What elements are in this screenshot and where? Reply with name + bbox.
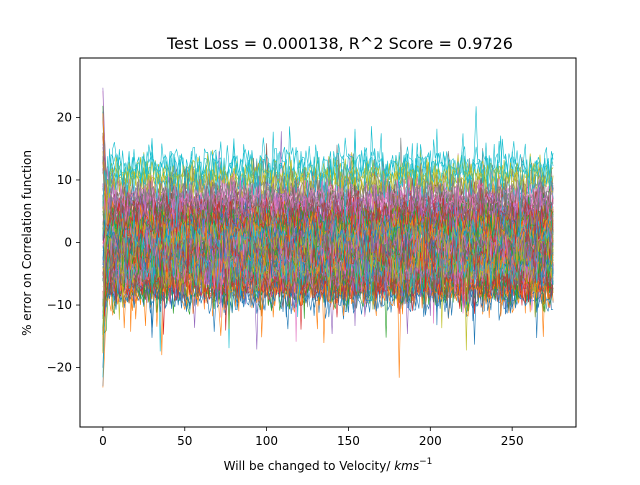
- y-axis-label: % error on Correlation function: [20, 150, 34, 336]
- series-line: [102, 139, 554, 317]
- x-axis-label: Will be changed to Velocity/ kms−1: [224, 457, 433, 473]
- series-line: [102, 174, 554, 299]
- x-axis: 0 50 100 150 200 250: [99, 427, 524, 448]
- x-tick-label: 50: [177, 434, 192, 448]
- x-tick-label: 200: [419, 434, 442, 448]
- x-axis-label-text: Will be changed to Velocity/: [224, 459, 395, 473]
- chart-title: Test Loss = 0.000138, R^2 Score = 0.9726: [166, 34, 513, 53]
- series-line: [102, 211, 554, 317]
- series-line: [102, 179, 554, 327]
- series-layer: [102, 87, 554, 388]
- x-tick-label: 0: [99, 434, 107, 448]
- x-axis-label-exponent: −1: [419, 457, 432, 467]
- y-tick-label: −20: [47, 361, 72, 375]
- x-tick-label: 250: [501, 434, 524, 448]
- y-axis: −20 −10 0 10 20: [47, 110, 80, 375]
- series-line: [102, 106, 554, 233]
- series-line: [102, 152, 554, 353]
- series-line: [102, 168, 554, 352]
- x-axis-label-unit: kms: [394, 459, 419, 473]
- y-tick-label: −10: [47, 298, 72, 312]
- y-tick-label: 0: [64, 236, 72, 250]
- x-tick-label: 100: [255, 434, 278, 448]
- y-tick-label: 10: [57, 173, 72, 187]
- x-tick-label: 150: [337, 434, 360, 448]
- y-tick-label: 20: [57, 110, 72, 124]
